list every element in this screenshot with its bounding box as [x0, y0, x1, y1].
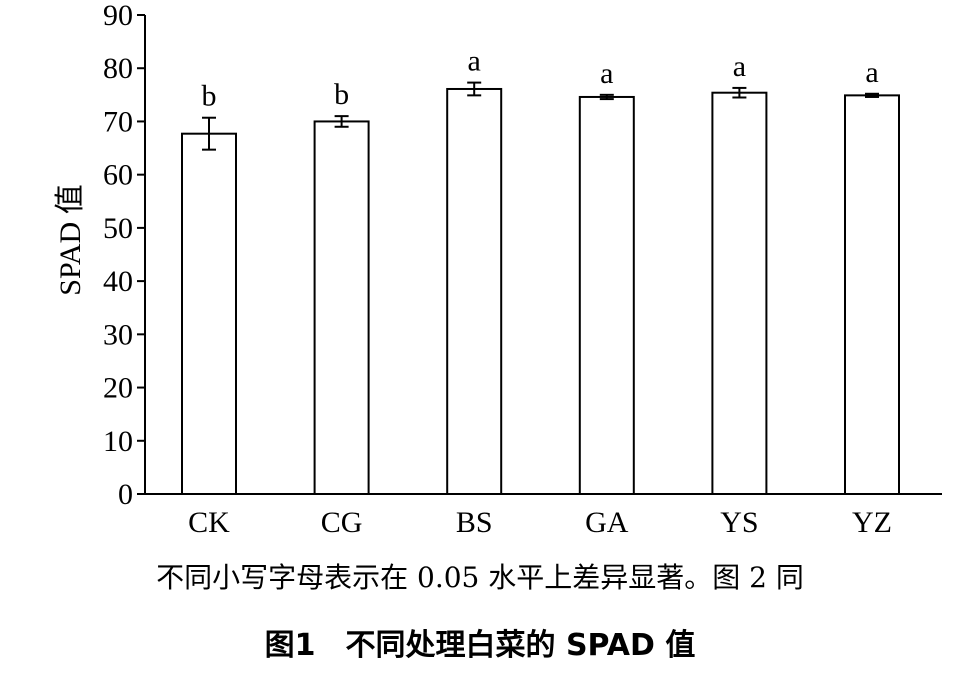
significance-label: a: [733, 50, 746, 83]
bars: [181, 87, 900, 496]
y-axis: 0 10 20 30 40 50 60 70 80 90: [103, 0, 146, 511]
bar: [844, 94, 900, 495]
y-tick-label: 40: [103, 265, 133, 298]
figure-caption: 图1 不同处理白菜的 SPAD 值: [264, 628, 696, 663]
y-tick-label: 20: [103, 372, 133, 405]
y-tick-label: 90: [103, 0, 133, 32]
significance-labels: b b a a a a: [202, 45, 879, 113]
figure-note: 不同小写字母表示在 0.05 水平上差异显著。图 2 同: [156, 561, 804, 594]
y-tick-label: 0: [118, 478, 133, 511]
bar: [313, 120, 370, 495]
x-tick-label: CK: [188, 506, 230, 539]
x-tick-label: BS: [456, 506, 493, 539]
significance-label: a: [600, 57, 613, 90]
x-tick-label: CG: [321, 506, 363, 539]
y-tick-label: 70: [103, 105, 133, 138]
y-tick-label: 80: [103, 52, 133, 85]
x-tick-label: YS: [720, 506, 758, 539]
error-bars: [202, 81, 879, 151]
y-tick-label: 50: [103, 212, 133, 245]
significance-label: a: [865, 56, 878, 89]
significance-label: b: [334, 78, 349, 111]
y-axis-label: SPAD 值: [54, 184, 87, 295]
y-tick-label: 30: [103, 318, 133, 351]
bar: [181, 132, 237, 496]
y-tick-label: 60: [103, 159, 133, 192]
x-tick-labels: CK CG BS GA YS YZ: [188, 506, 892, 539]
y-ticks: 0 10 20 30 40 50 60 70 80 90: [103, 0, 145, 511]
bar: [578, 95, 635, 495]
bar: [711, 91, 768, 496]
significance-label: a: [468, 45, 481, 78]
bar: [446, 87, 503, 496]
significance-label: b: [202, 80, 217, 113]
x-tick-label: YZ: [852, 506, 892, 539]
x-tick-label: GA: [585, 506, 629, 539]
x-axis: CK CG BS GA YS YZ: [145, 493, 942, 539]
y-tick-label: 10: [103, 425, 133, 458]
